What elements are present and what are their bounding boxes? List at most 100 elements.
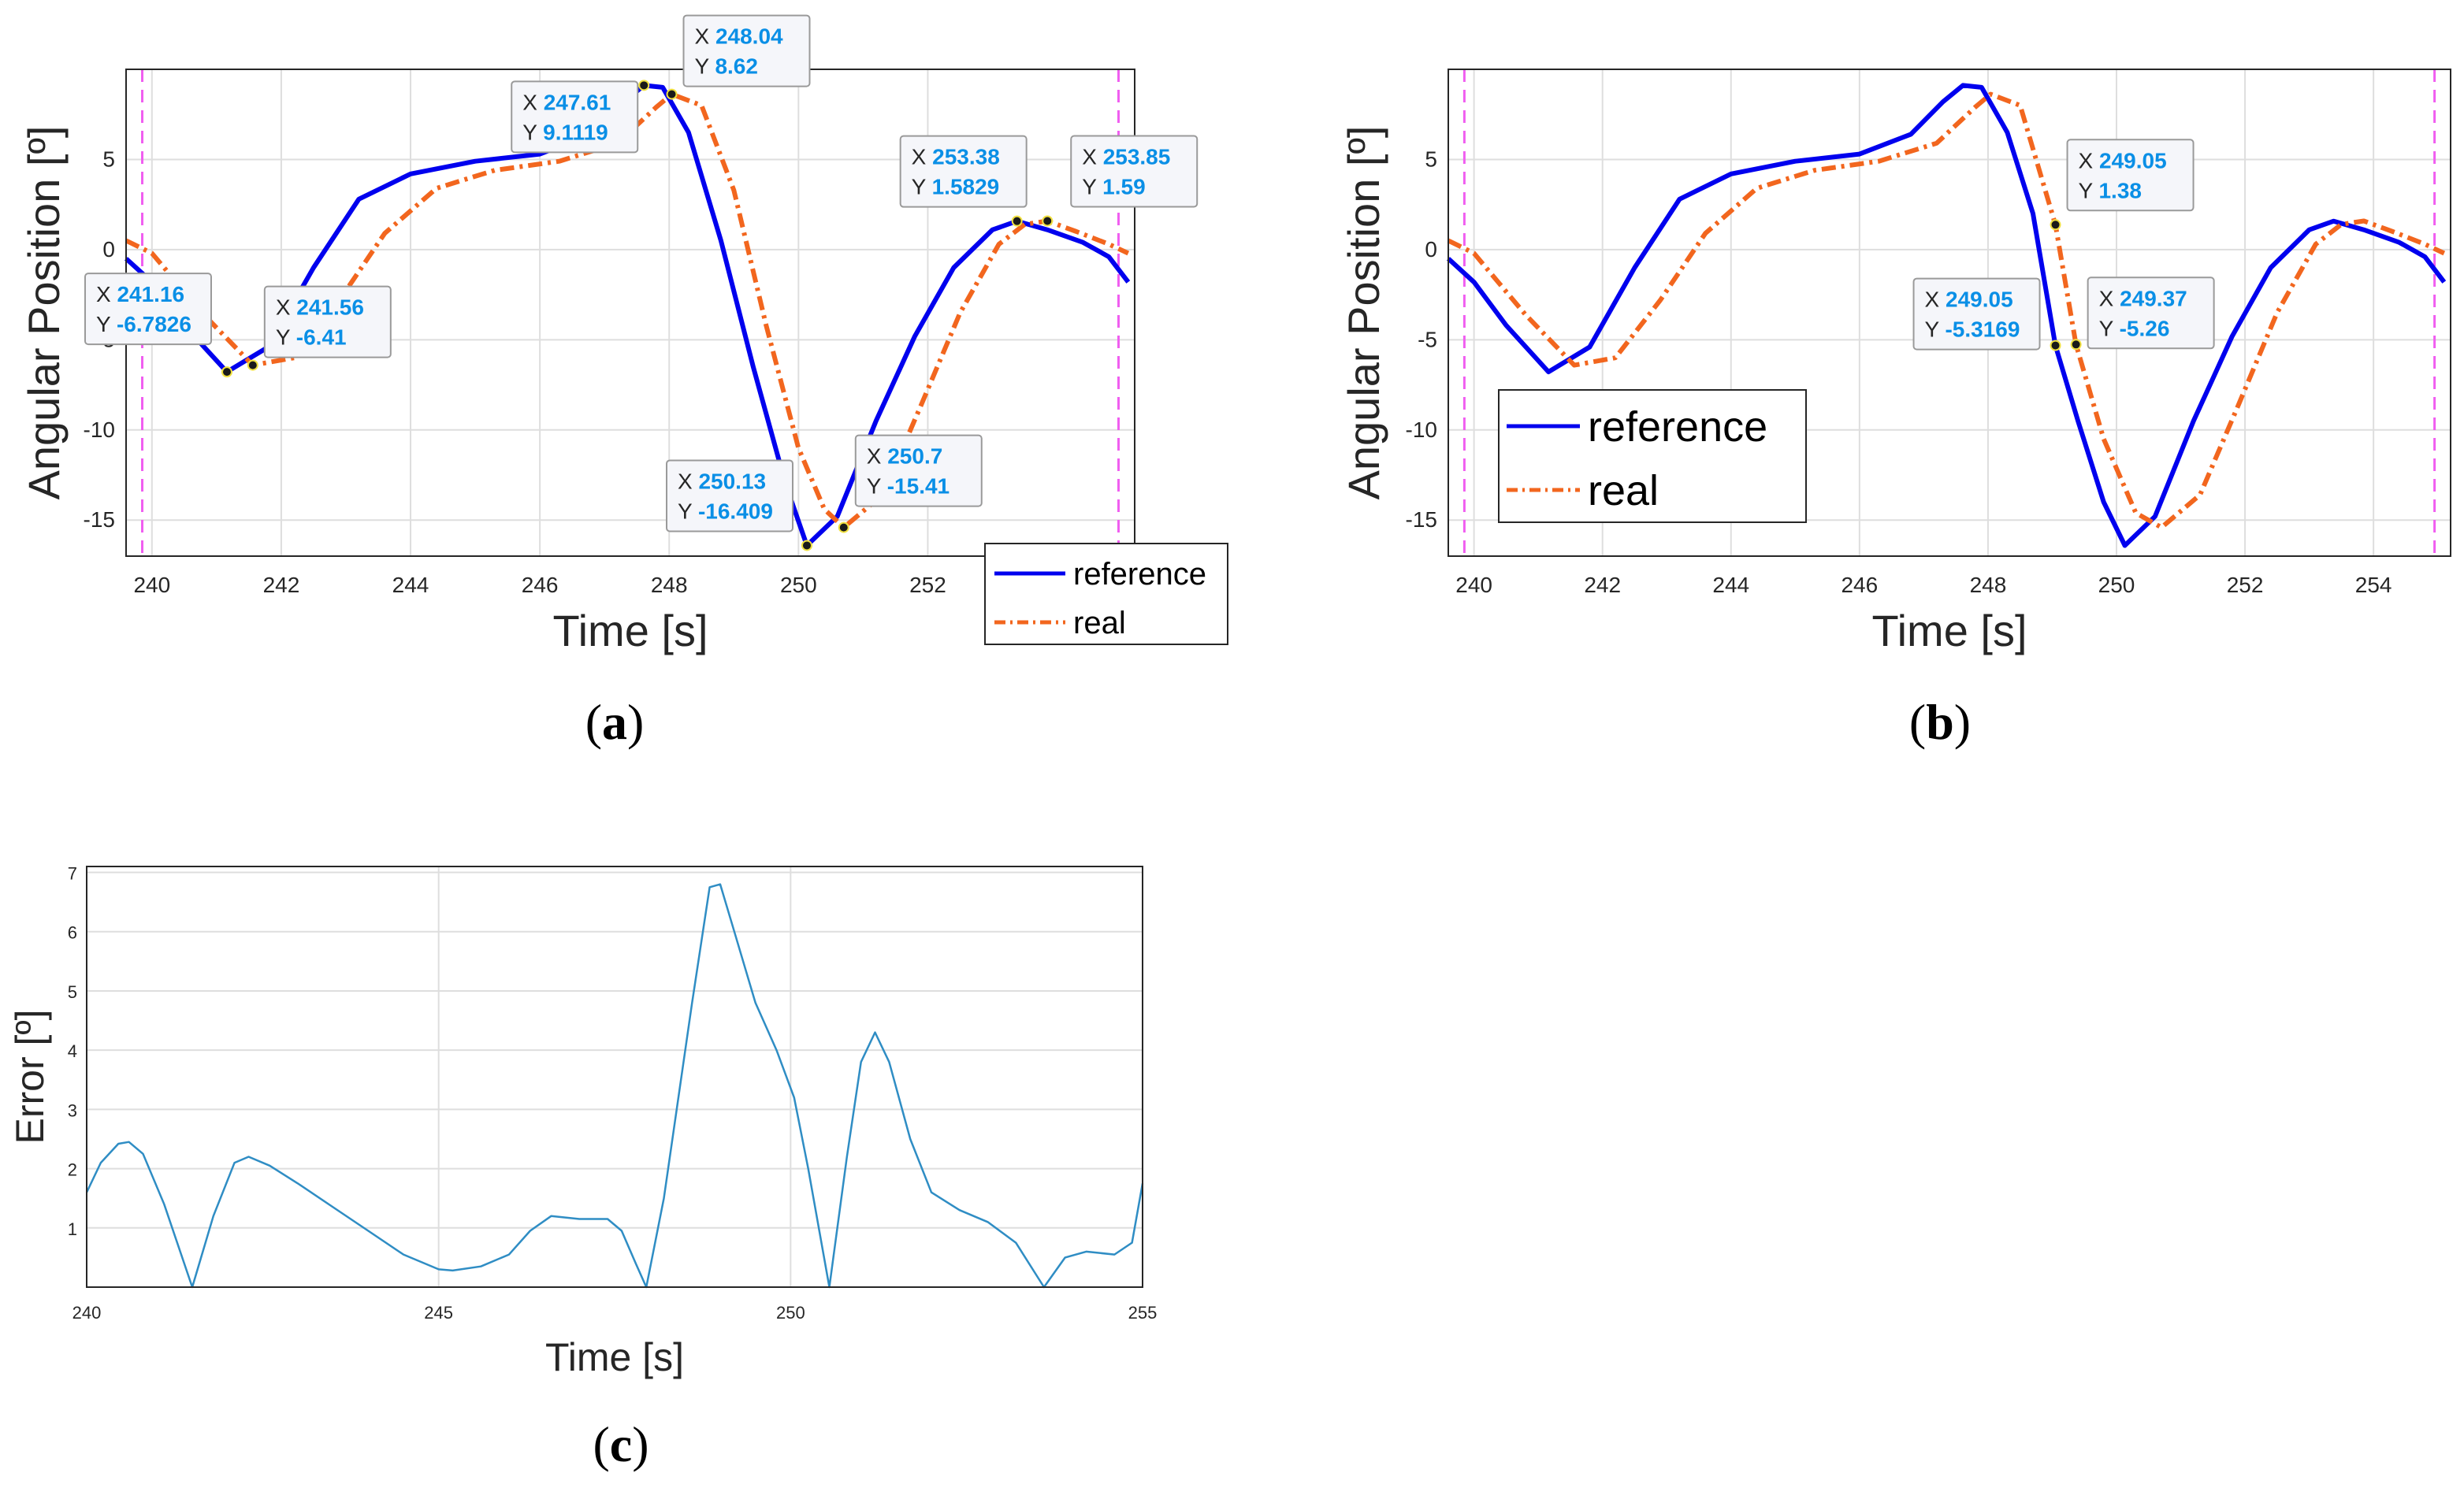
legend-reference-label: reference <box>1073 557 1206 592</box>
datatip-x-value: 250.13 <box>698 469 766 493</box>
datatip-box <box>666 459 793 532</box>
datatip[interactable]: X 249.05 Y -5.3169 <box>1912 277 2061 351</box>
y-tick-label: 4 <box>68 1041 77 1061</box>
datatip-y-value: -16.409 <box>698 499 773 523</box>
datatip-x-value: 249.05 <box>1946 288 2013 312</box>
y-tick-label: 5 <box>1425 147 1437 171</box>
datatip-y-row: Y -6.7826 <box>96 312 191 336</box>
panel-a-legend: reference real <box>984 543 1228 645</box>
datatip-y-row: Y -6.41 <box>276 325 347 350</box>
datatip-y-value: 1.5829 <box>932 175 1000 199</box>
panel-b-datatips: X 249.05 Y 1.38 X 249.05 Y -5.3169 X 249.37 Y… <box>1912 139 2215 351</box>
series-reference-line <box>1446 83 2447 548</box>
y-tick-label: -15 <box>84 507 115 532</box>
y-tick-label: -5 <box>1418 327 1437 351</box>
datatip-x-row: X 249.37 <box>2099 286 2187 310</box>
panel-c-caption-letter: c <box>610 1416 632 1472</box>
y-tick-label: -10 <box>1406 417 1437 442</box>
datatip-box <box>899 135 1028 208</box>
panel-b-ylabel: Angular Position [º] <box>1339 126 1388 500</box>
datatip[interactable]: X 249.37 Y -5.26 <box>2070 276 2215 351</box>
x-tick-label: 250 <box>2098 573 2135 597</box>
panel-b-xlabel: Time [s] <box>1871 606 2027 655</box>
panel-a-caption: (a) <box>585 694 645 750</box>
x-tick-label: 250 <box>776 1303 805 1323</box>
panel-b-y-ticks: -15 -10 -5 0 5 <box>1406 147 1437 532</box>
panel-a-xlabel: Time [s] <box>552 606 708 655</box>
datatip-point <box>1042 215 1054 227</box>
legend-b-reference-label: reference <box>1588 403 1767 451</box>
panel-b-x-ticks: 240 242 244 246 248 250 252 254 <box>1455 573 2392 597</box>
datatip-y-value: -5.26 <box>2120 316 2170 340</box>
datatip-y-row: Y 8.62 <box>695 54 758 79</box>
x-tick-label: 240 <box>1455 573 1492 597</box>
legend-real-label: real <box>1073 606 1126 640</box>
datatip-y-value: -6.41 <box>296 325 347 350</box>
datatip[interactable]: X 247.61 Y 9.1119 <box>511 80 650 154</box>
panel-a-caption-letter: a <box>602 694 627 750</box>
panel-b-caption: (b) <box>1909 694 1971 750</box>
datatip-y-value: -6.7826 <box>117 312 191 336</box>
panel-c-caption: (c) <box>593 1416 649 1472</box>
y-tick-label: 3 <box>68 1100 77 1120</box>
datatip-y-row: Y -5.26 <box>2099 316 2170 340</box>
x-tick-label: 240 <box>133 573 170 597</box>
y-tick-label: 5 <box>68 982 77 1002</box>
x-tick-label: 246 <box>522 573 559 597</box>
datatip[interactable]: X 249.05 Y 1.38 <box>2050 139 2195 231</box>
datatip-box <box>682 14 811 87</box>
x-tick-label: 244 <box>392 573 429 597</box>
datatip-x-value: 249.05 <box>2099 148 2167 173</box>
datatip-x-row: X 253.38 <box>912 145 1000 169</box>
datatip-point <box>2050 219 2061 231</box>
x-tick-label: 248 <box>651 573 688 597</box>
datatip-point <box>2070 339 2082 351</box>
datatip[interactable]: X 250.7 Y -15.41 <box>838 434 983 533</box>
datatip-point <box>838 521 849 533</box>
series-error-line <box>85 883 1144 1289</box>
y-tick-label: -10 <box>84 417 115 442</box>
datatip-point <box>638 80 650 91</box>
y-tick-label: 7 <box>68 864 77 884</box>
datatip-x-row: X 249.05 <box>2079 148 2167 173</box>
datatip-x-row: X 241.16 <box>96 282 184 306</box>
x-tick-label: 252 <box>909 573 946 597</box>
datatip[interactable]: X 253.85 Y 1.59 <box>1042 135 1199 227</box>
panel-a-grid <box>126 69 1135 556</box>
y-tick-label: -15 <box>1406 507 1437 532</box>
datatip-y-value: 1.59 <box>1102 174 1146 199</box>
datatip-point <box>666 88 678 100</box>
panel-c-xlabel: Time [s] <box>545 1335 684 1379</box>
datatip-box <box>1912 277 2041 351</box>
datatip[interactable]: X 248.04 Y 8.62 <box>666 14 811 100</box>
datatip-point <box>2050 340 2061 351</box>
y-tick-label: 0 <box>102 237 115 262</box>
y-tick-label: 2 <box>68 1160 77 1180</box>
datatip-point <box>221 366 232 378</box>
datatip-x-value: 241.56 <box>296 295 364 320</box>
datatip[interactable]: X 241.56 Y -6.41 <box>247 285 392 371</box>
datatip-x-row: X 250.7 <box>867 444 943 469</box>
datatip[interactable]: X 253.38 Y 1.5829 <box>899 135 1028 227</box>
legend-b-real-label: real <box>1588 467 1659 514</box>
datatip[interactable]: X 250.13 Y -16.409 <box>666 459 812 551</box>
series-real-line <box>1447 91 2446 530</box>
panel-c-ylabel: Error [º] <box>8 1009 52 1144</box>
datatip-point <box>1011 215 1023 227</box>
panel-b-caption-letter: b <box>1926 694 1954 750</box>
datatip-y-row: Y 1.38 <box>2079 178 2142 202</box>
datatip-y-row: Y 9.1119 <box>522 120 608 144</box>
datatip-x-value: 249.37 <box>2120 286 2187 310</box>
panel-b-legend-box <box>1498 389 1807 523</box>
datatip-box <box>1070 135 1199 208</box>
panel-c-series <box>85 883 1144 1289</box>
datatip[interactable]: X 241.16 Y -6.7826 <box>84 273 232 378</box>
y-tick-label: 1 <box>68 1219 77 1239</box>
datatip-x-value: 241.16 <box>117 282 184 306</box>
x-tick-label: 248 <box>1970 573 2007 597</box>
x-tick-label: 255 <box>1128 1303 1158 1323</box>
datatip-y-value: -15.41 <box>887 474 950 499</box>
panel-b-series <box>1446 83 2447 548</box>
panel-b-legend: reference real <box>1498 389 1807 523</box>
